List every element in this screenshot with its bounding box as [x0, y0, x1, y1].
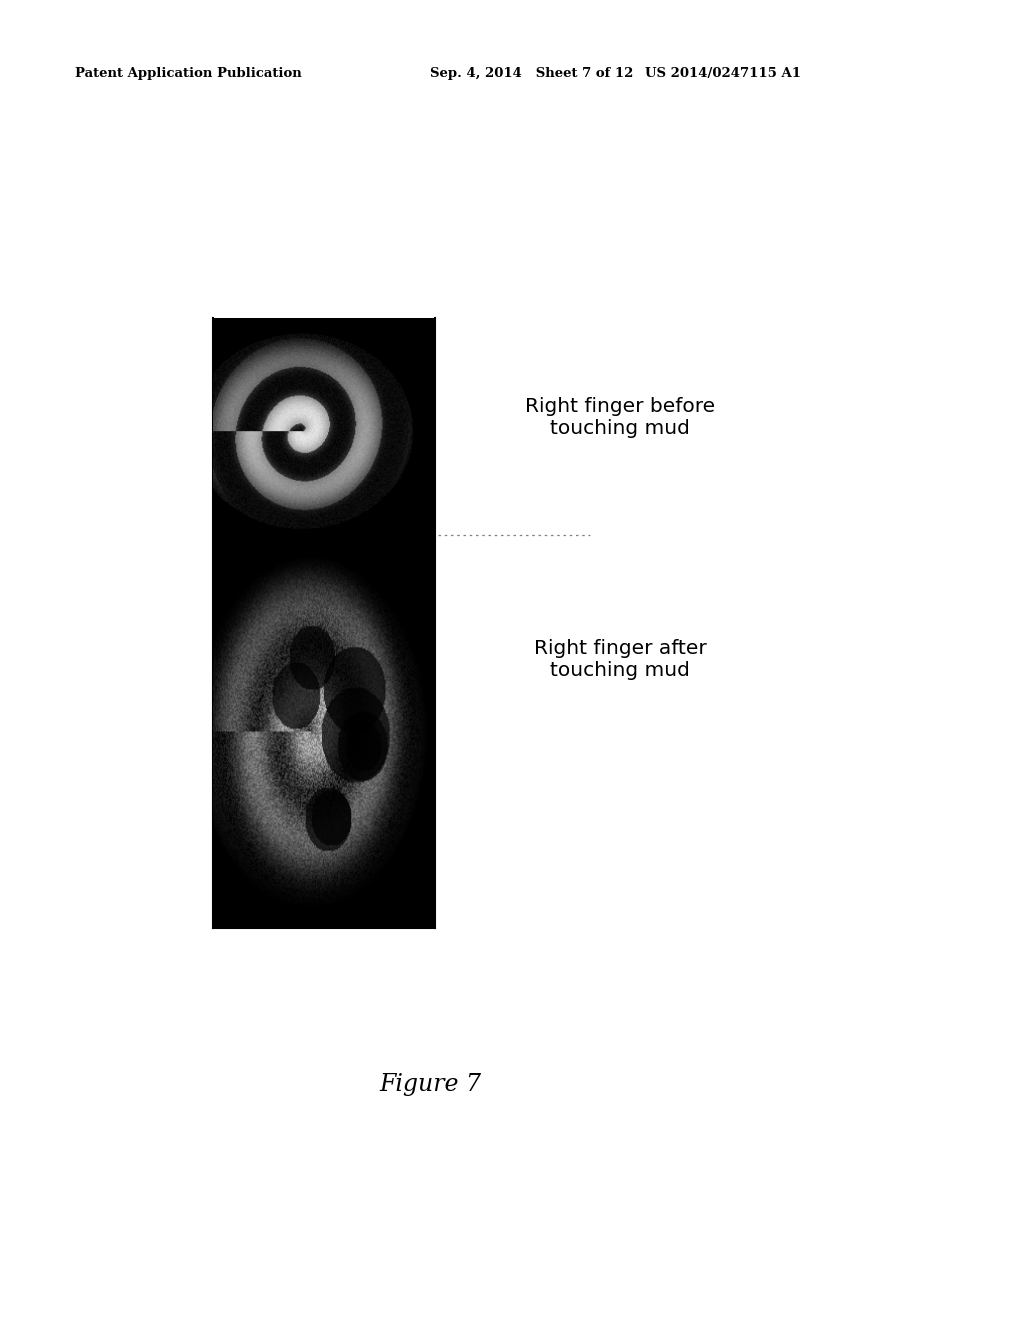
Text: US 2014/0247115 A1: US 2014/0247115 A1 [645, 66, 801, 79]
Text: Right finger after
touching mud: Right finger after touching mud [534, 639, 707, 681]
Text: Figure 7: Figure 7 [379, 1073, 481, 1097]
Text: Patent Application Publication: Patent Application Publication [75, 66, 302, 79]
Text: Sep. 4, 2014   Sheet 7 of 12: Sep. 4, 2014 Sheet 7 of 12 [430, 66, 634, 79]
Text: Right finger before
touching mud: Right finger before touching mud [525, 397, 715, 438]
